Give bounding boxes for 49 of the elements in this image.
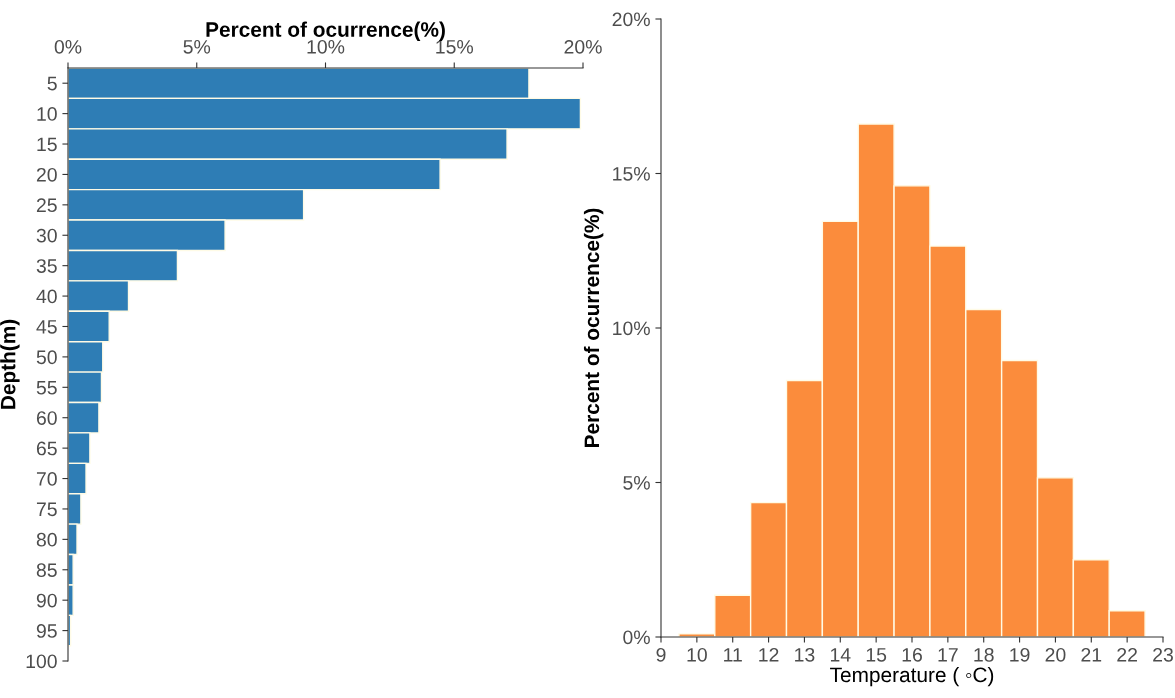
x-tick-label: 16 (902, 647, 922, 662)
x-tick-label: 22 (1117, 647, 1137, 662)
x-tick-label: 0% (54, 39, 82, 54)
y-tick-label: 0% (623, 630, 650, 645)
y-tick-label: 85 (36, 563, 57, 578)
x-tick-label: 20 (1045, 647, 1066, 662)
x-tick-label: 21 (1081, 647, 1102, 662)
x-axis-title: Percent of ocurrence(%) (206, 21, 445, 41)
y-tick-label: 10% (613, 321, 650, 336)
y-tick-label: 20% (612, 12, 650, 27)
y-tick-label: 20 (36, 167, 57, 182)
x-tick-label: 23 (1153, 647, 1173, 662)
y-tick-label: 15 (37, 137, 57, 152)
x-tick-label: 14 (830, 648, 851, 662)
y-tick-label: 90 (36, 593, 57, 608)
y-tick-label: 15% (613, 167, 650, 181)
y-tick-label: 100 (26, 654, 57, 669)
y-tick-label: 35 (36, 259, 57, 273)
x-tick-label: 17 (938, 648, 958, 662)
y-tick-label: 10 (37, 107, 57, 121)
y-tick-label: 30 (36, 228, 57, 243)
y-axis-title: Depth(m) (0, 319, 20, 409)
x-tick-label: 12 (759, 647, 779, 662)
y-tick-label: 70 (36, 472, 57, 486)
x-tick-label: 5% (183, 40, 211, 54)
y-tick-label: 65 (36, 441, 57, 456)
y-tick-label: 50 (36, 350, 57, 365)
y-tick-label: 5% (623, 476, 650, 490)
x-axis-title: Temperature ( ◦C) (830, 666, 994, 687)
y-tick-label: 60 (36, 411, 57, 425)
x-tick-label: 19 (1010, 647, 1030, 662)
y-tick-label: 25 (36, 198, 57, 213)
x-tick-label: 20% (564, 39, 602, 54)
y-tick-label: 5 (47, 76, 57, 91)
y-tick-label: 55 (36, 380, 57, 395)
y-tick-label: 80 (36, 532, 57, 547)
x-tick-label: 15 (866, 648, 887, 662)
y-axis-title: Percent of ocurrence(%) (583, 208, 604, 447)
x-tick-label: 11 (724, 648, 742, 662)
x-tick-label: 13 (795, 647, 815, 662)
x-tick-label: 10 (687, 647, 707, 662)
x-tick-label: 15% (436, 40, 474, 54)
x-tick-label: 10% (307, 39, 345, 54)
y-tick-label: 75 (36, 502, 57, 517)
x-tick-label: 18 (974, 647, 994, 662)
y-tick-label: 40 (36, 289, 57, 304)
y-tick-label: 95 (36, 624, 57, 638)
x-tick-label: 9 (656, 647, 666, 662)
y-tick-label: 45 (36, 320, 57, 334)
